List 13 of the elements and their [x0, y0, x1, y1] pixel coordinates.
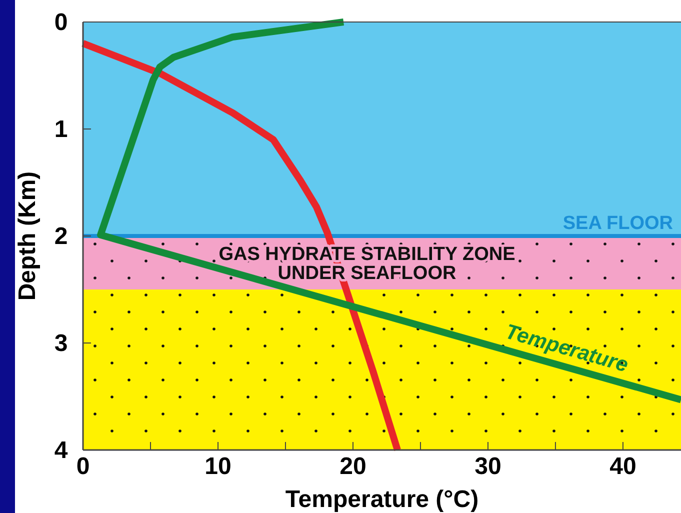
y-tick-label: 2: [54, 223, 68, 250]
x-tick-label: 30: [474, 453, 502, 480]
y-axis-title: Depth (Km): [14, 171, 41, 301]
x-tick-label: 40: [610, 453, 636, 480]
y-tick-label: 0: [54, 9, 68, 36]
x-tick-label: 10: [204, 453, 232, 480]
x-axis-title: Temperature (°C): [285, 486, 479, 513]
y-tick-label: 4: [54, 437, 68, 464]
y-tick-label: 3: [54, 330, 68, 357]
x-tick-label: 0: [76, 453, 90, 480]
y-tick-label: 1: [54, 116, 68, 143]
ref-line-label: SEA FLOOR: [562, 213, 674, 234]
x-tick-label: 20: [340, 453, 366, 480]
